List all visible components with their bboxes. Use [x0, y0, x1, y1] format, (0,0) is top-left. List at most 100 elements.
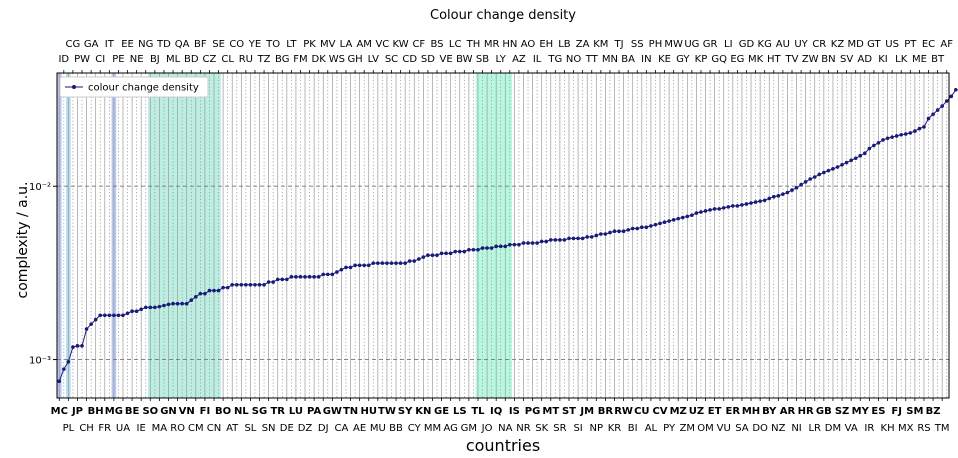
x-tick-label: AL: [645, 423, 658, 434]
data-point: [71, 345, 75, 349]
x-tick-label: JM: [579, 406, 594, 417]
data-point: [307, 275, 312, 279]
x-tick-label: SI: [573, 423, 582, 434]
x-tick-label: ID: [58, 54, 69, 65]
x-tick-label: SN: [262, 423, 276, 434]
data-point: [225, 285, 230, 290]
data-point: [926, 116, 931, 121]
x-tick-label: AD: [858, 54, 873, 65]
data-point: [489, 246, 494, 250]
x-tick-label: DK: [312, 54, 327, 65]
data-point: [353, 263, 357, 268]
data-point: [526, 241, 530, 245]
data-point: [175, 301, 180, 306]
data-point: [858, 153, 863, 158]
x-tick-label: BD: [184, 54, 199, 65]
data-point: [721, 206, 726, 210]
data-point: [822, 170, 826, 175]
data-point: [917, 126, 922, 131]
data-point: [899, 132, 904, 137]
x-tick-label: KN: [415, 406, 431, 417]
x-tick-label: SK: [535, 423, 548, 434]
x-tick-label: KG: [758, 39, 772, 50]
data-point: [234, 282, 239, 287]
data-point: [389, 261, 394, 265]
data-point: [690, 213, 694, 218]
x-tick-label: VN: [179, 406, 195, 417]
data-point: [62, 367, 66, 371]
data-point: [890, 135, 894, 139]
data-point: [216, 288, 221, 293]
x-tick-label: LT: [286, 39, 297, 50]
x-tick-label: ST: [562, 406, 576, 417]
x-tick-label: TH: [466, 39, 481, 50]
data-point: [803, 180, 808, 184]
x-tick-label: ZW: [802, 54, 819, 65]
x-tick-label: IT: [105, 39, 115, 50]
data-point: [102, 313, 107, 318]
data-point: [567, 236, 571, 241]
x-tick-label: PL: [63, 423, 75, 434]
data-point: [790, 188, 794, 192]
x-tick-label: TO: [265, 39, 280, 50]
data-point: [658, 221, 662, 226]
data-point: [403, 261, 407, 265]
data-point: [817, 172, 822, 177]
x-tick-label: TR: [270, 406, 285, 417]
data-point: [476, 247, 480, 252]
x-tick-label: RW: [614, 406, 633, 417]
x-tick-label: FR: [98, 423, 111, 434]
x-tick-label: DM: [825, 423, 841, 434]
x-tick-label: SA: [735, 423, 749, 434]
x-tick-label: BS: [430, 39, 443, 50]
data-point: [230, 282, 235, 287]
x-tick-label: LB: [558, 39, 571, 50]
data-point: [139, 307, 143, 312]
x-tick-label: AR: [780, 406, 796, 417]
x-tick-label: SY: [398, 406, 413, 417]
data-point: [480, 246, 485, 250]
data-point: [275, 277, 280, 282]
x-tick-label: TM: [934, 423, 950, 434]
x-tick-label: OM: [697, 423, 714, 434]
x-tick-label: BF: [194, 39, 207, 50]
data-point: [244, 282, 248, 287]
x-tick-label: AG: [443, 423, 457, 434]
vertical-grid: [58, 73, 948, 398]
data-point: [312, 275, 316, 279]
x-tick-label: BH: [88, 406, 104, 417]
data-point: [503, 244, 508, 249]
y-tick-label: 10⁻²: [29, 182, 51, 193]
x-tick-label: SG: [252, 406, 267, 417]
data-point: [171, 301, 175, 306]
data-point: [662, 220, 667, 225]
x-tick-label: GD: [739, 39, 755, 50]
x-tick-label: AF: [940, 39, 953, 50]
data-point: [913, 129, 917, 133]
data-point: [107, 313, 112, 318]
data-point: [198, 291, 203, 296]
data-point: [653, 222, 658, 227]
x-tick-label: CU: [634, 406, 649, 417]
x-tick-label: AU: [776, 39, 790, 50]
x-tick-label: ME: [912, 54, 927, 65]
y-tick-labels: 10⁻³ 10⁻²: [29, 182, 57, 367]
x-tick-label: BJ: [150, 54, 160, 65]
data-point: [412, 259, 417, 263]
x-tick-label: CM: [188, 423, 204, 434]
x-tick-label: PK: [303, 39, 316, 50]
x-tick-label: KR: [608, 423, 622, 434]
data-point: [385, 261, 389, 265]
data-point: [93, 317, 98, 322]
x-tick-label: ET: [708, 406, 722, 417]
data-point: [485, 246, 489, 250]
data-point: [694, 211, 699, 215]
data-point: [380, 261, 385, 265]
x-tick-label: TN: [343, 406, 358, 417]
x-tick-label: MG: [105, 406, 123, 417]
data-point: [248, 282, 253, 287]
data-point: [758, 199, 762, 203]
x-tick-label: FI: [200, 406, 211, 417]
data-point: [726, 205, 731, 209]
